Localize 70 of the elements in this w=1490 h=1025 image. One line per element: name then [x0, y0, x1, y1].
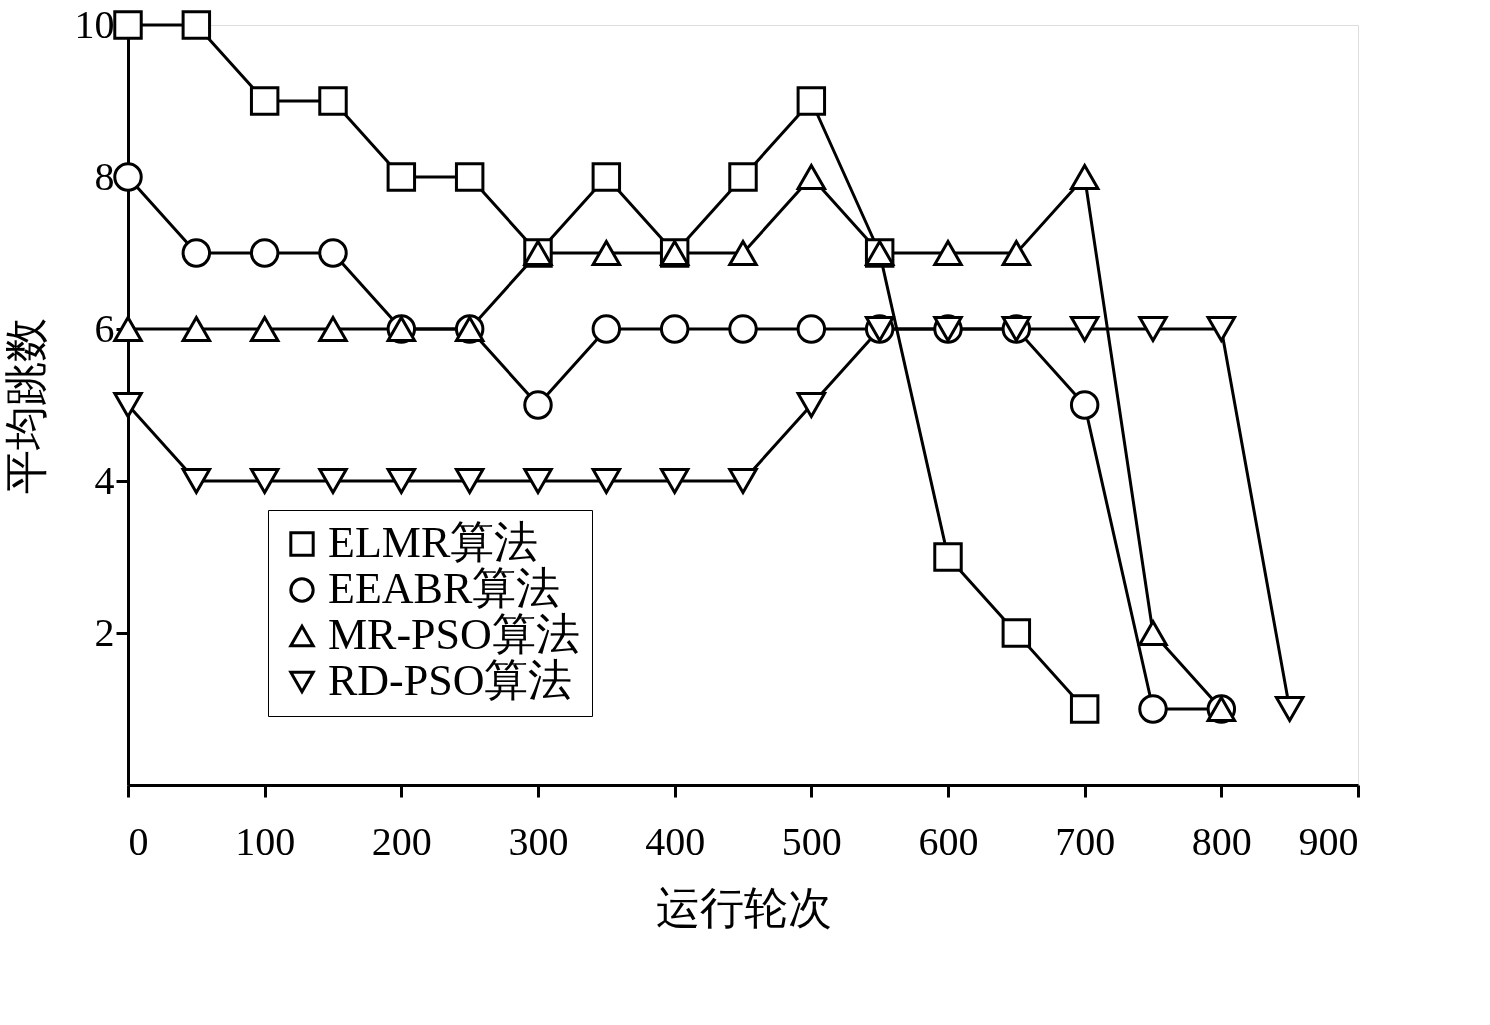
point [728, 240, 758, 266]
x-axis-title: 运行轮次 [655, 883, 832, 933]
point [1138, 694, 1168, 724]
point [1138, 620, 1168, 646]
point [249, 316, 280, 342]
point [113, 392, 143, 418]
point [181, 316, 212, 342]
point [591, 240, 622, 266]
point [1069, 164, 1100, 190]
point [659, 314, 690, 344]
point [796, 392, 827, 418]
point [1069, 316, 1100, 342]
point [728, 468, 758, 494]
y-tick-label: 10 [74, 1, 115, 47]
point [796, 86, 827, 116]
legend-label: RD-PSO算法 [328, 656, 573, 705]
point [1069, 694, 1100, 724]
point [454, 162, 485, 192]
point [318, 468, 348, 494]
x-tick-label: 400 [645, 818, 706, 864]
x-tick-label: 500 [781, 818, 842, 864]
x-tick-label: 600 [918, 818, 979, 864]
point [1274, 696, 1305, 722]
point [523, 390, 553, 420]
point [591, 314, 622, 344]
x-tick-label: 800 [1191, 818, 1252, 864]
legend-label: MR-PSO算法 [328, 610, 580, 659]
point [386, 468, 417, 494]
point [728, 314, 758, 344]
x-tick-label: 100 [235, 818, 296, 864]
x-tick-label: 200 [371, 818, 432, 864]
point [796, 314, 827, 344]
point [591, 162, 622, 192]
point [728, 162, 758, 192]
point [181, 10, 212, 40]
x-tick-label: 700 [1055, 818, 1116, 864]
point [659, 468, 690, 494]
point [386, 162, 417, 192]
x-tick-label: 900 [1298, 818, 1359, 864]
point [249, 86, 280, 116]
point [318, 316, 348, 342]
x-tick-label: 0 [128, 818, 149, 864]
y-tick-label: 8 [94, 153, 115, 199]
point [1206, 316, 1237, 342]
point [933, 240, 963, 266]
point [1001, 240, 1032, 266]
point [1138, 316, 1168, 342]
point [249, 238, 280, 268]
point [796, 164, 827, 190]
point [1069, 390, 1100, 420]
point [113, 10, 143, 40]
y-tick-label: 2 [94, 609, 115, 655]
point [933, 542, 963, 572]
point [591, 468, 622, 494]
x-tick-label: 300 [508, 818, 569, 864]
point [113, 316, 143, 342]
point [181, 468, 212, 494]
point [113, 162, 143, 192]
point [523, 468, 553, 494]
y-tick-label: 4 [94, 457, 115, 503]
point [1001, 618, 1032, 648]
point [249, 468, 280, 494]
legend-label: ELMR算法 [328, 518, 539, 567]
point [454, 468, 485, 494]
point [318, 238, 348, 268]
y-tick-label: 6 [94, 305, 115, 351]
legend-label: EEABR算法 [328, 564, 561, 613]
point [181, 238, 212, 268]
y-axis-title: 平均跳数 [1, 317, 51, 494]
point [318, 86, 348, 116]
